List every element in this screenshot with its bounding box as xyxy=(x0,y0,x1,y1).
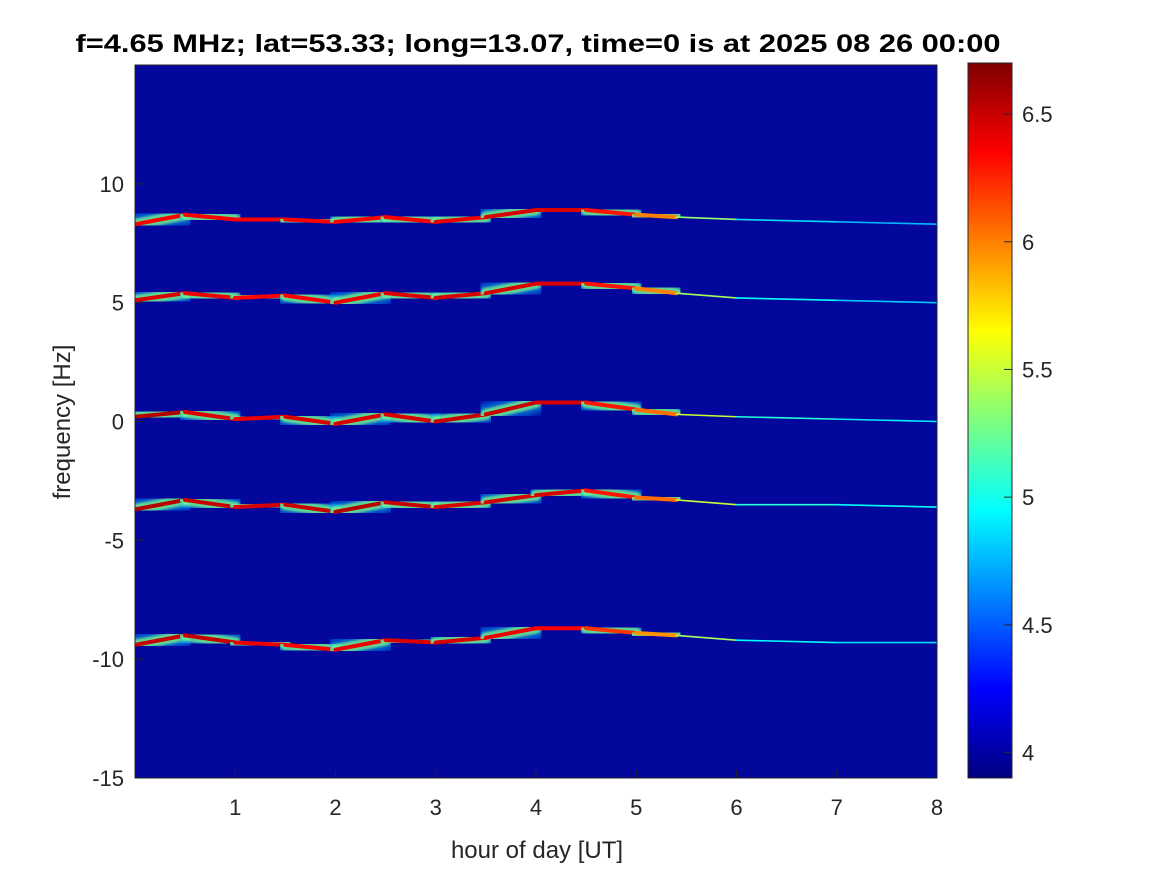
y-tick-label: -5 xyxy=(104,528,124,553)
ridge-core xyxy=(835,503,937,508)
colorbar-tick-label: 5 xyxy=(1022,485,1034,510)
ridge-core xyxy=(634,495,679,502)
ridge-core xyxy=(675,413,738,418)
ridge-core xyxy=(675,216,738,221)
ridge-core xyxy=(835,221,937,226)
y-tick-label: -10 xyxy=(92,647,124,672)
ridge-core xyxy=(735,297,838,302)
y-tick-label: 0 xyxy=(112,410,124,435)
x-axis: 1 2 3 4 5 6 7 8 xyxy=(229,770,943,820)
x-tick-label: 2 xyxy=(329,795,341,820)
ridge-core xyxy=(634,286,679,296)
x-axis-label: hour of day [UT] xyxy=(451,837,623,864)
y-tick-label: -15 xyxy=(92,766,124,791)
x-tick-label: 8 xyxy=(931,795,943,820)
ridge-core xyxy=(675,499,738,506)
x-tick-label: 3 xyxy=(430,795,442,820)
y-tick-label: 5 xyxy=(112,291,124,316)
colorbar-ticks: 4 4.5 5 5.5 6 6.5 xyxy=(1004,102,1053,765)
x-tick-label: 4 xyxy=(530,795,542,820)
ridge-core xyxy=(735,639,838,644)
ridge-core xyxy=(634,407,679,417)
colorbar-tick-label: 6 xyxy=(1022,230,1034,255)
ridge-core xyxy=(634,212,679,220)
ridge-0 xyxy=(135,198,937,236)
ridge-2 xyxy=(135,391,937,435)
ridge-4 xyxy=(135,617,937,661)
ridge-core xyxy=(835,299,937,304)
ridge-core xyxy=(675,292,738,299)
spectrum-ridges xyxy=(135,198,937,661)
y-axis-label: frequency [Hz] xyxy=(49,345,76,500)
ridge-core xyxy=(634,631,679,638)
y-tick-label: 10 xyxy=(100,172,124,197)
colorbar-tick-label: 5.5 xyxy=(1022,357,1053,382)
chart-title: f=4.65 MHz; lat=53.33; long=13.07, time=… xyxy=(76,30,1001,58)
ridge-1 xyxy=(135,272,937,314)
colorbar xyxy=(967,62,1013,779)
ridge-3 xyxy=(135,479,937,523)
ridge-core xyxy=(835,418,937,423)
colorbar-tick-label: 4 xyxy=(1022,740,1034,765)
x-tick-label: 6 xyxy=(730,795,742,820)
ridge-core xyxy=(735,415,838,420)
x-tick-label: 5 xyxy=(630,795,642,820)
colorbar-tick-label: 4.5 xyxy=(1022,613,1053,638)
x-tick-label: 7 xyxy=(831,795,843,820)
y-axis: -15 -10 -5 0 5 10 xyxy=(92,172,143,791)
ridge-core xyxy=(675,634,738,641)
colorbar-tick-label: 6.5 xyxy=(1022,102,1053,127)
x-tick-label: 1 xyxy=(229,795,241,820)
ridge-core xyxy=(735,218,838,223)
